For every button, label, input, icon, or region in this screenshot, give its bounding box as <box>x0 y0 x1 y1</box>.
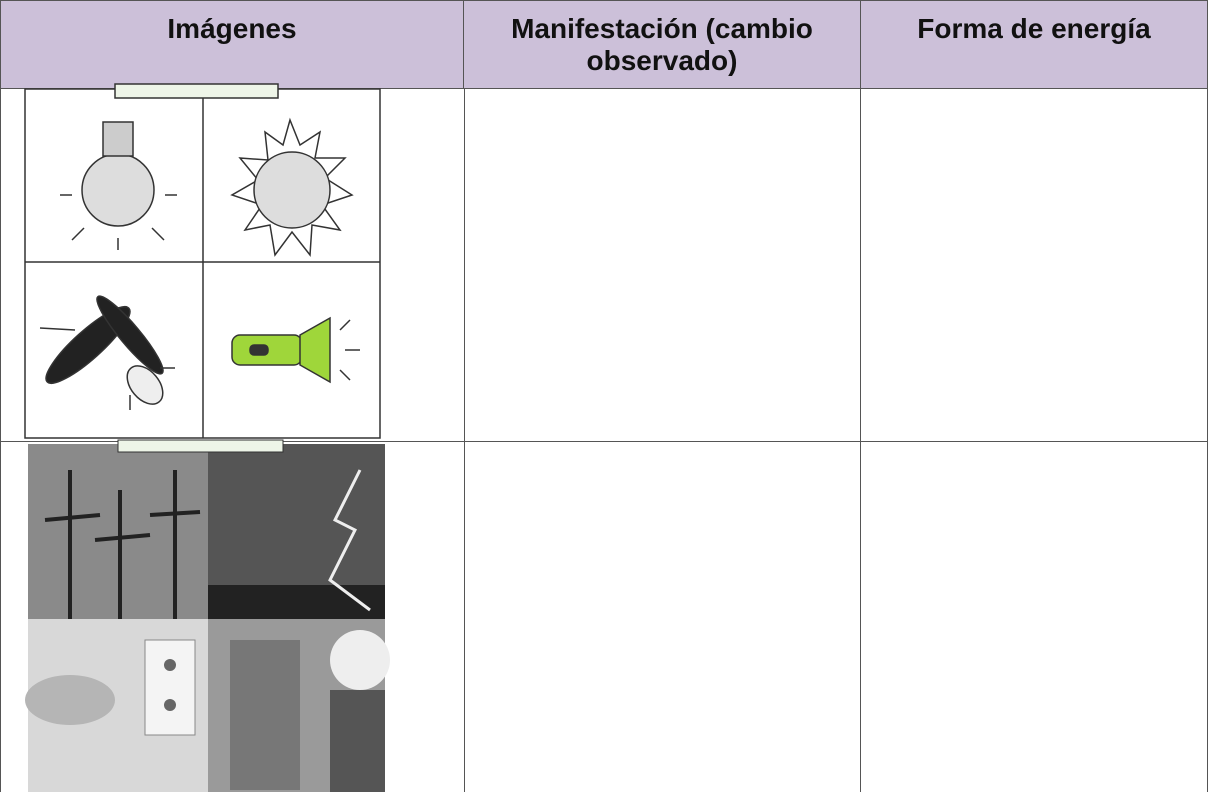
electricity-image <box>25 439 390 792</box>
light-sources-image <box>24 83 381 439</box>
header-cell: Manifestación (cambio observado) <box>464 0 861 89</box>
header-cell: Forma de energía <box>861 0 1208 89</box>
header-cell: Imágenes <box>0 0 464 89</box>
image-cell <box>0 442 464 792</box>
empty-cell <box>464 442 861 792</box>
header-text: Manifestación (cambio observado) <box>511 13 813 76</box>
header-text: Imágenes <box>167 13 297 44</box>
empty-cell <box>464 89 861 442</box>
header-text: Forma de energía <box>917 13 1151 44</box>
